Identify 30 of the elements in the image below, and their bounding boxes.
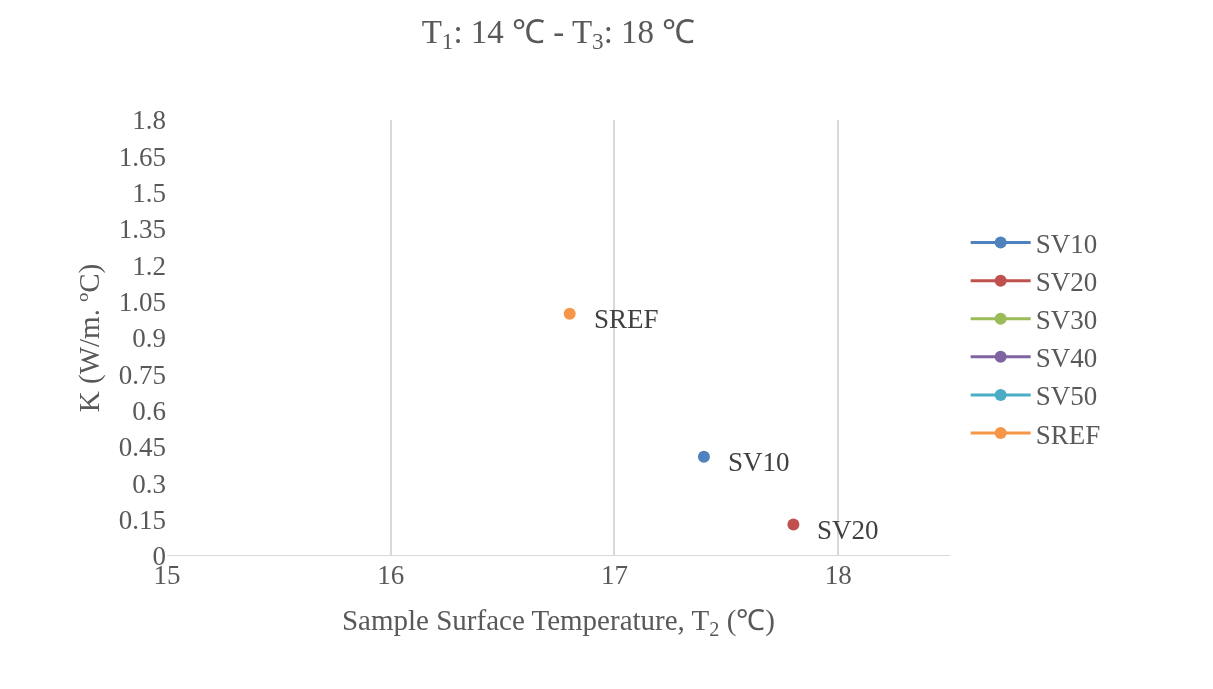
text: SV20 (817, 515, 879, 545)
y-tick-label: 0.45 (118, 432, 166, 463)
y-tick-label: 1.65 (118, 141, 166, 172)
x-tick-label: 17 (600, 560, 628, 590)
y-tick-label: 0.6 (132, 396, 166, 427)
text: SV10 (728, 447, 790, 477)
x-tick-label: 16 (377, 560, 405, 590)
chart-title: T$_{1}$: 14 ℃ - T$_{3}$: 18 ℃ (421, 13, 696, 55)
y-axis-title: K (W/m. ºC) (73, 263, 107, 413)
y-tick-label: 1.2 (132, 250, 166, 281)
y-tick-label: 0.75 (118, 359, 166, 390)
y-tick-label: 1.05 (118, 287, 166, 318)
x-axis-title: Sample Surface Temperature, T$_{2}$ (℃) (341, 603, 776, 640)
legend-label: SV20 (1035, 267, 1098, 298)
y-tick-label: 0.15 (118, 505, 166, 536)
point (787, 518, 800, 531)
point (563, 307, 576, 320)
legend-label: SV10 (1035, 229, 1098, 260)
y-tick-label: 1.35 (118, 214, 166, 245)
y-tick-label: 1.8 (132, 105, 166, 136)
y-tick-label: 0.3 (132, 468, 166, 499)
y-tick-label: 0.9 (132, 323, 166, 354)
legend-label: SREF (1035, 419, 1101, 450)
legend-label: SV40 (1035, 343, 1098, 374)
legend-label: SV30 (1035, 305, 1098, 336)
legend-label: SV50 (1035, 381, 1098, 412)
point (697, 450, 710, 463)
y-tick-label: 1.5 (132, 178, 166, 209)
text: SREF (594, 304, 659, 334)
x-tick-label: 18 (824, 560, 852, 590)
